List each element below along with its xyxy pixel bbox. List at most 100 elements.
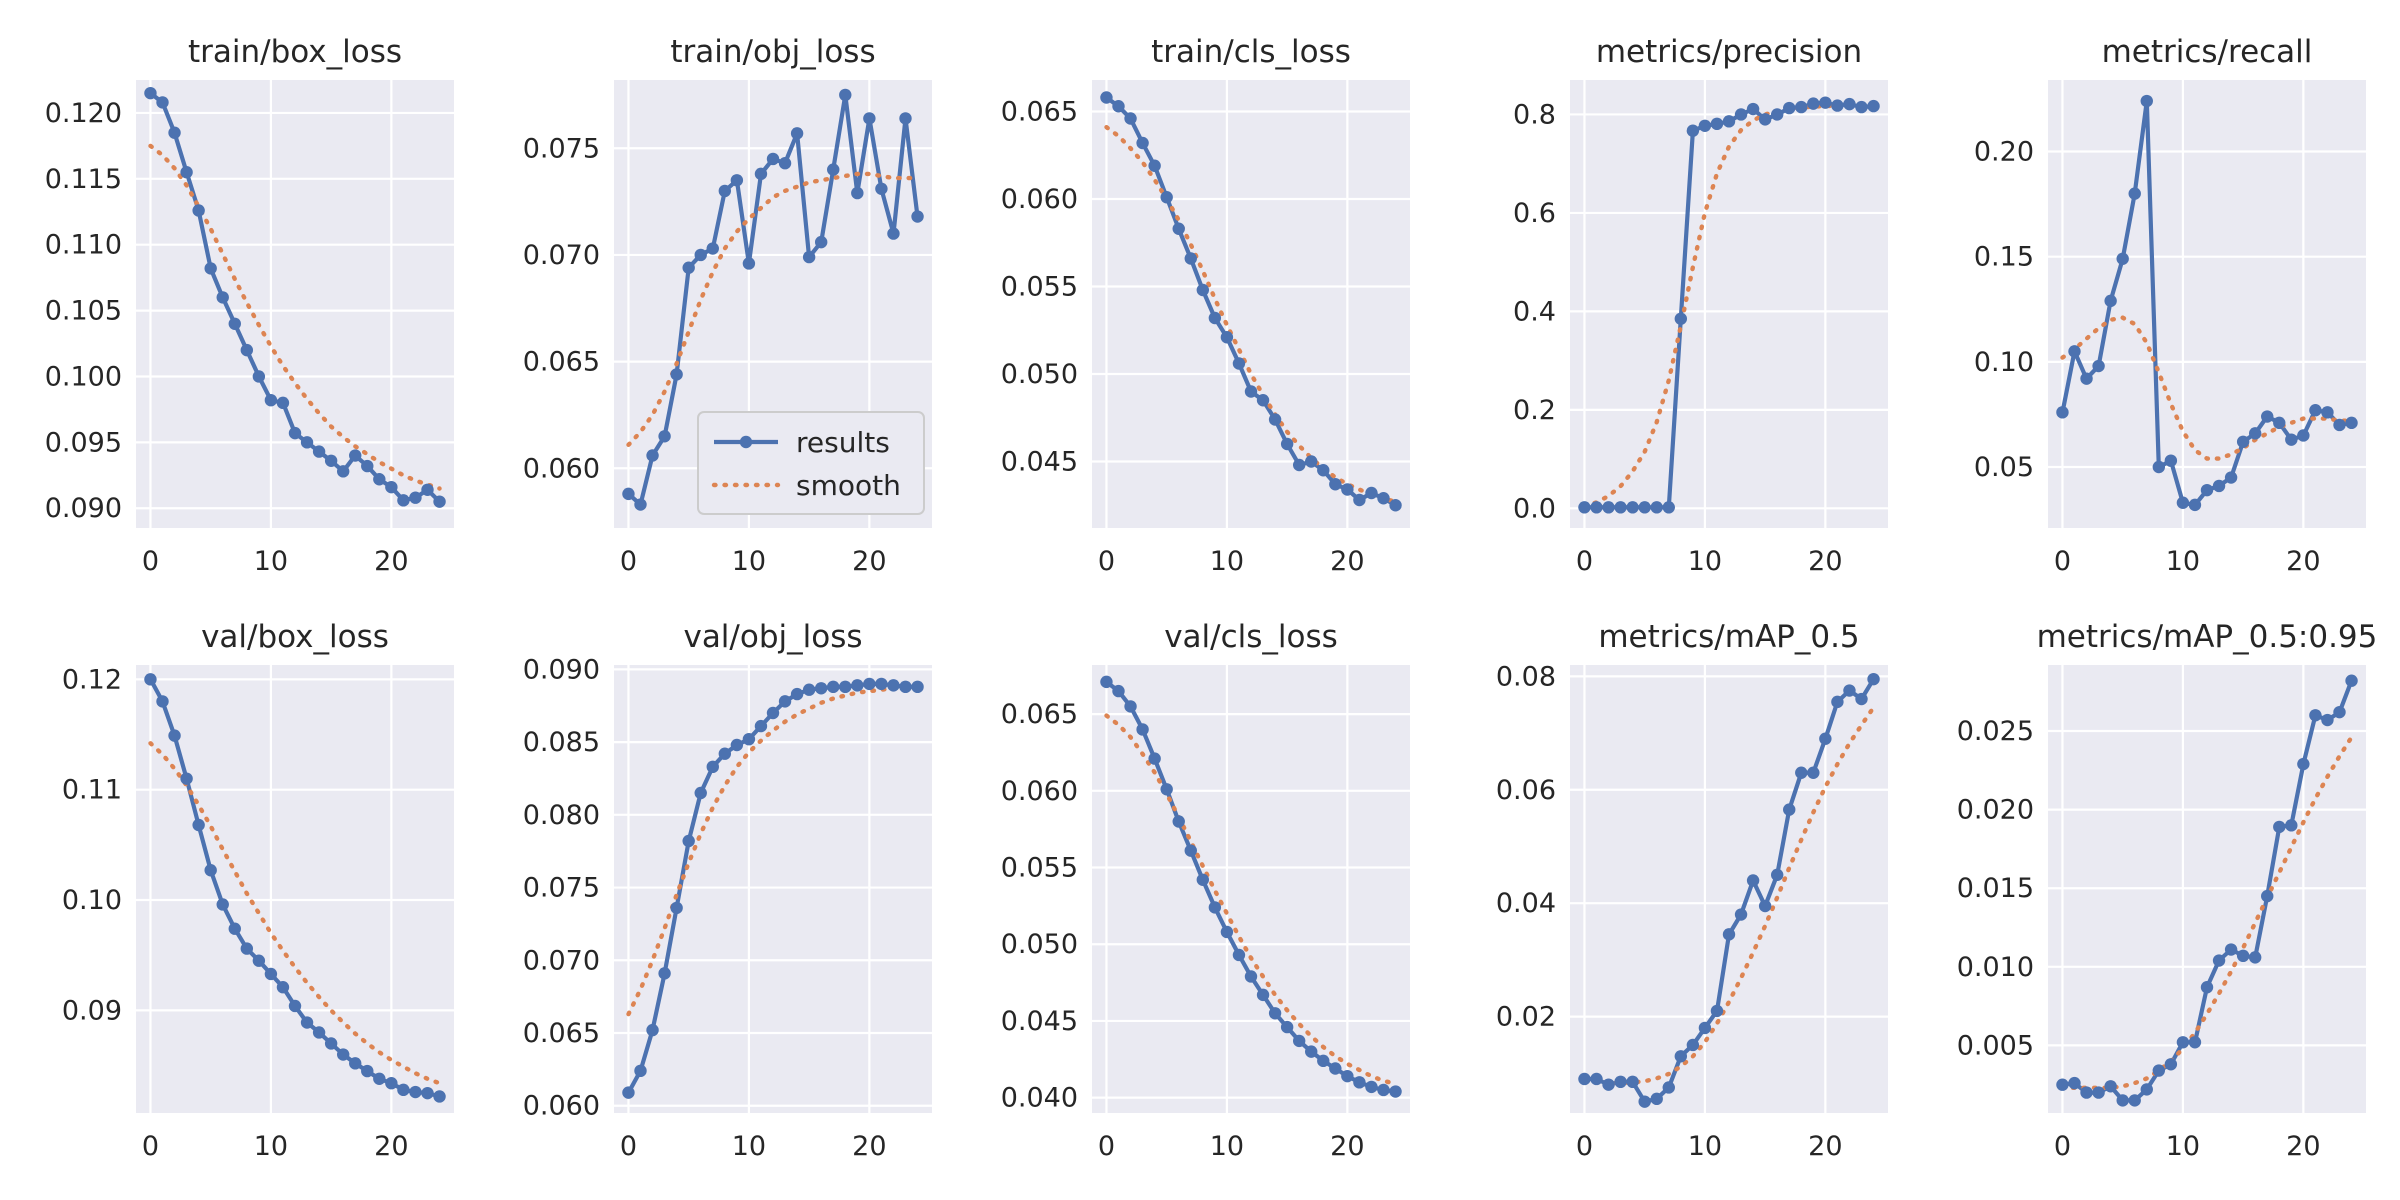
- results-point: [1124, 700, 1137, 713]
- results-point: [1843, 97, 1856, 111]
- results-point: [1160, 783, 1173, 796]
- results-point: [1578, 1072, 1591, 1086]
- results-point: [899, 112, 912, 125]
- results-point: [1256, 988, 1270, 1002]
- results-point: [1758, 113, 1772, 126]
- legend-results-label: results: [796, 426, 890, 459]
- results-point: [1305, 455, 1318, 468]
- results-point: [2164, 1058, 2178, 1071]
- results-point: [1377, 1083, 1390, 1097]
- results-point: [1686, 1038, 1700, 1052]
- results-point: [1112, 100, 1125, 113]
- results-point: [1698, 119, 1712, 132]
- results-point: [336, 465, 350, 478]
- results-point: [814, 682, 828, 695]
- results-point: [2333, 418, 2346, 432]
- results-point: [2297, 757, 2310, 771]
- results-point: [2321, 406, 2334, 419]
- results-point: [2285, 819, 2298, 832]
- results-point: [288, 426, 302, 440]
- results-point: [421, 1086, 434, 1100]
- results-point: [2345, 416, 2358, 430]
- results-point: [349, 1057, 362, 1070]
- results-point: [754, 167, 768, 181]
- y-tick-label: 0.105: [45, 296, 122, 327]
- y-tick-label: 0.080: [523, 800, 600, 831]
- results-point: [646, 449, 659, 462]
- results-point: [2273, 416, 2286, 430]
- smooth-line: [1104, 713, 1398, 1087]
- y-tick-label: 0.060: [1001, 184, 1078, 215]
- y-tick-label: 0.6: [1513, 198, 1556, 229]
- results-point: [144, 86, 157, 100]
- y-tick-label: 0.04: [1496, 888, 1556, 919]
- results-point: [373, 473, 386, 486]
- results-point: [1268, 1007, 1282, 1020]
- results-point: [1819, 96, 1832, 109]
- results-point: [300, 436, 314, 449]
- results-point: [1819, 732, 1832, 745]
- smooth-line: [626, 171, 920, 447]
- panel-val-obj-loss: 0.060 0.065 0.070 0.075 0.080 0.085 0.090 0 10 20…: [523, 619, 932, 1162]
- results-point: [694, 248, 707, 262]
- x-tick-label: 0: [142, 1131, 159, 1162]
- y-tick-label: 0.100: [45, 361, 122, 392]
- x-tick-label: 10: [732, 1131, 766, 1162]
- results-point: [2200, 981, 2214, 994]
- results-point: [2261, 889, 2274, 903]
- x-tick-label: 10: [1210, 1131, 1244, 1162]
- results-point: [433, 495, 446, 508]
- y-tick-label: 0.2: [1513, 395, 1556, 426]
- results-point: [839, 88, 852, 102]
- results-point: [336, 1048, 350, 1061]
- results-point: [1100, 91, 1113, 104]
- plot-area: [1092, 80, 1410, 528]
- results-point: [1578, 501, 1591, 514]
- results-point: [1614, 501, 1627, 514]
- results-point: [1831, 99, 1844, 112]
- results-point: [2345, 674, 2358, 687]
- panel-val-cls-loss: 0.040 0.045 0.050 0.055 0.060 0.065 0 10 20 val/c…: [1001, 619, 1410, 1162]
- results-point: [156, 96, 169, 109]
- results-point: [2297, 429, 2310, 442]
- results-point: [1208, 311, 1222, 325]
- results-point: [1341, 483, 1354, 496]
- results-point: [1638, 1095, 1651, 1108]
- results-point: [1365, 486, 1378, 500]
- results-point: [839, 680, 852, 694]
- y-tick-label: 0.4: [1513, 296, 1556, 327]
- results-point: [1244, 385, 1258, 398]
- legend: results smooth: [697, 411, 925, 515]
- y-tick-label: 0.20: [1974, 137, 2034, 168]
- results-point: [168, 126, 181, 139]
- results-point: [1662, 501, 1675, 514]
- panel-metrics-map-0-5: 0.02 0.04 0.06 0.08 0 10 20 metrics/mAP_0.5: [1496, 619, 1888, 1162]
- results-point: [2104, 294, 2117, 308]
- results-point: [1365, 1080, 1378, 1094]
- results-point: [706, 242, 719, 255]
- results-point: [216, 291, 229, 304]
- results-point: [1389, 1085, 1402, 1098]
- results-point: [373, 1072, 386, 1085]
- results-point: [682, 834, 695, 848]
- results-point: [670, 901, 683, 915]
- x-tick-label: 20: [1808, 1131, 1842, 1162]
- results-point: [252, 370, 266, 383]
- results-point: [264, 393, 278, 407]
- results-point: [851, 679, 864, 692]
- y-tick-label: 0.060: [1001, 776, 1078, 807]
- y-tick-label: 0.090: [45, 493, 122, 524]
- y-tick-label: 0.0: [1513, 493, 1556, 524]
- results-point: [2200, 483, 2214, 497]
- results-point: [1722, 115, 1736, 128]
- results-point: [361, 1064, 374, 1078]
- results-point: [2092, 1086, 2105, 1099]
- results-point: [1148, 159, 1161, 172]
- y-tick-label: 0.05: [1974, 452, 2034, 483]
- x-tick-label: 20: [374, 1131, 408, 1162]
- results-point: [2224, 943, 2238, 956]
- y-tick-label: 0.050: [1001, 359, 1078, 390]
- results-point: [2164, 454, 2178, 467]
- y-tick-label: 0.055: [1001, 853, 1078, 884]
- results-point: [1329, 1062, 1342, 1075]
